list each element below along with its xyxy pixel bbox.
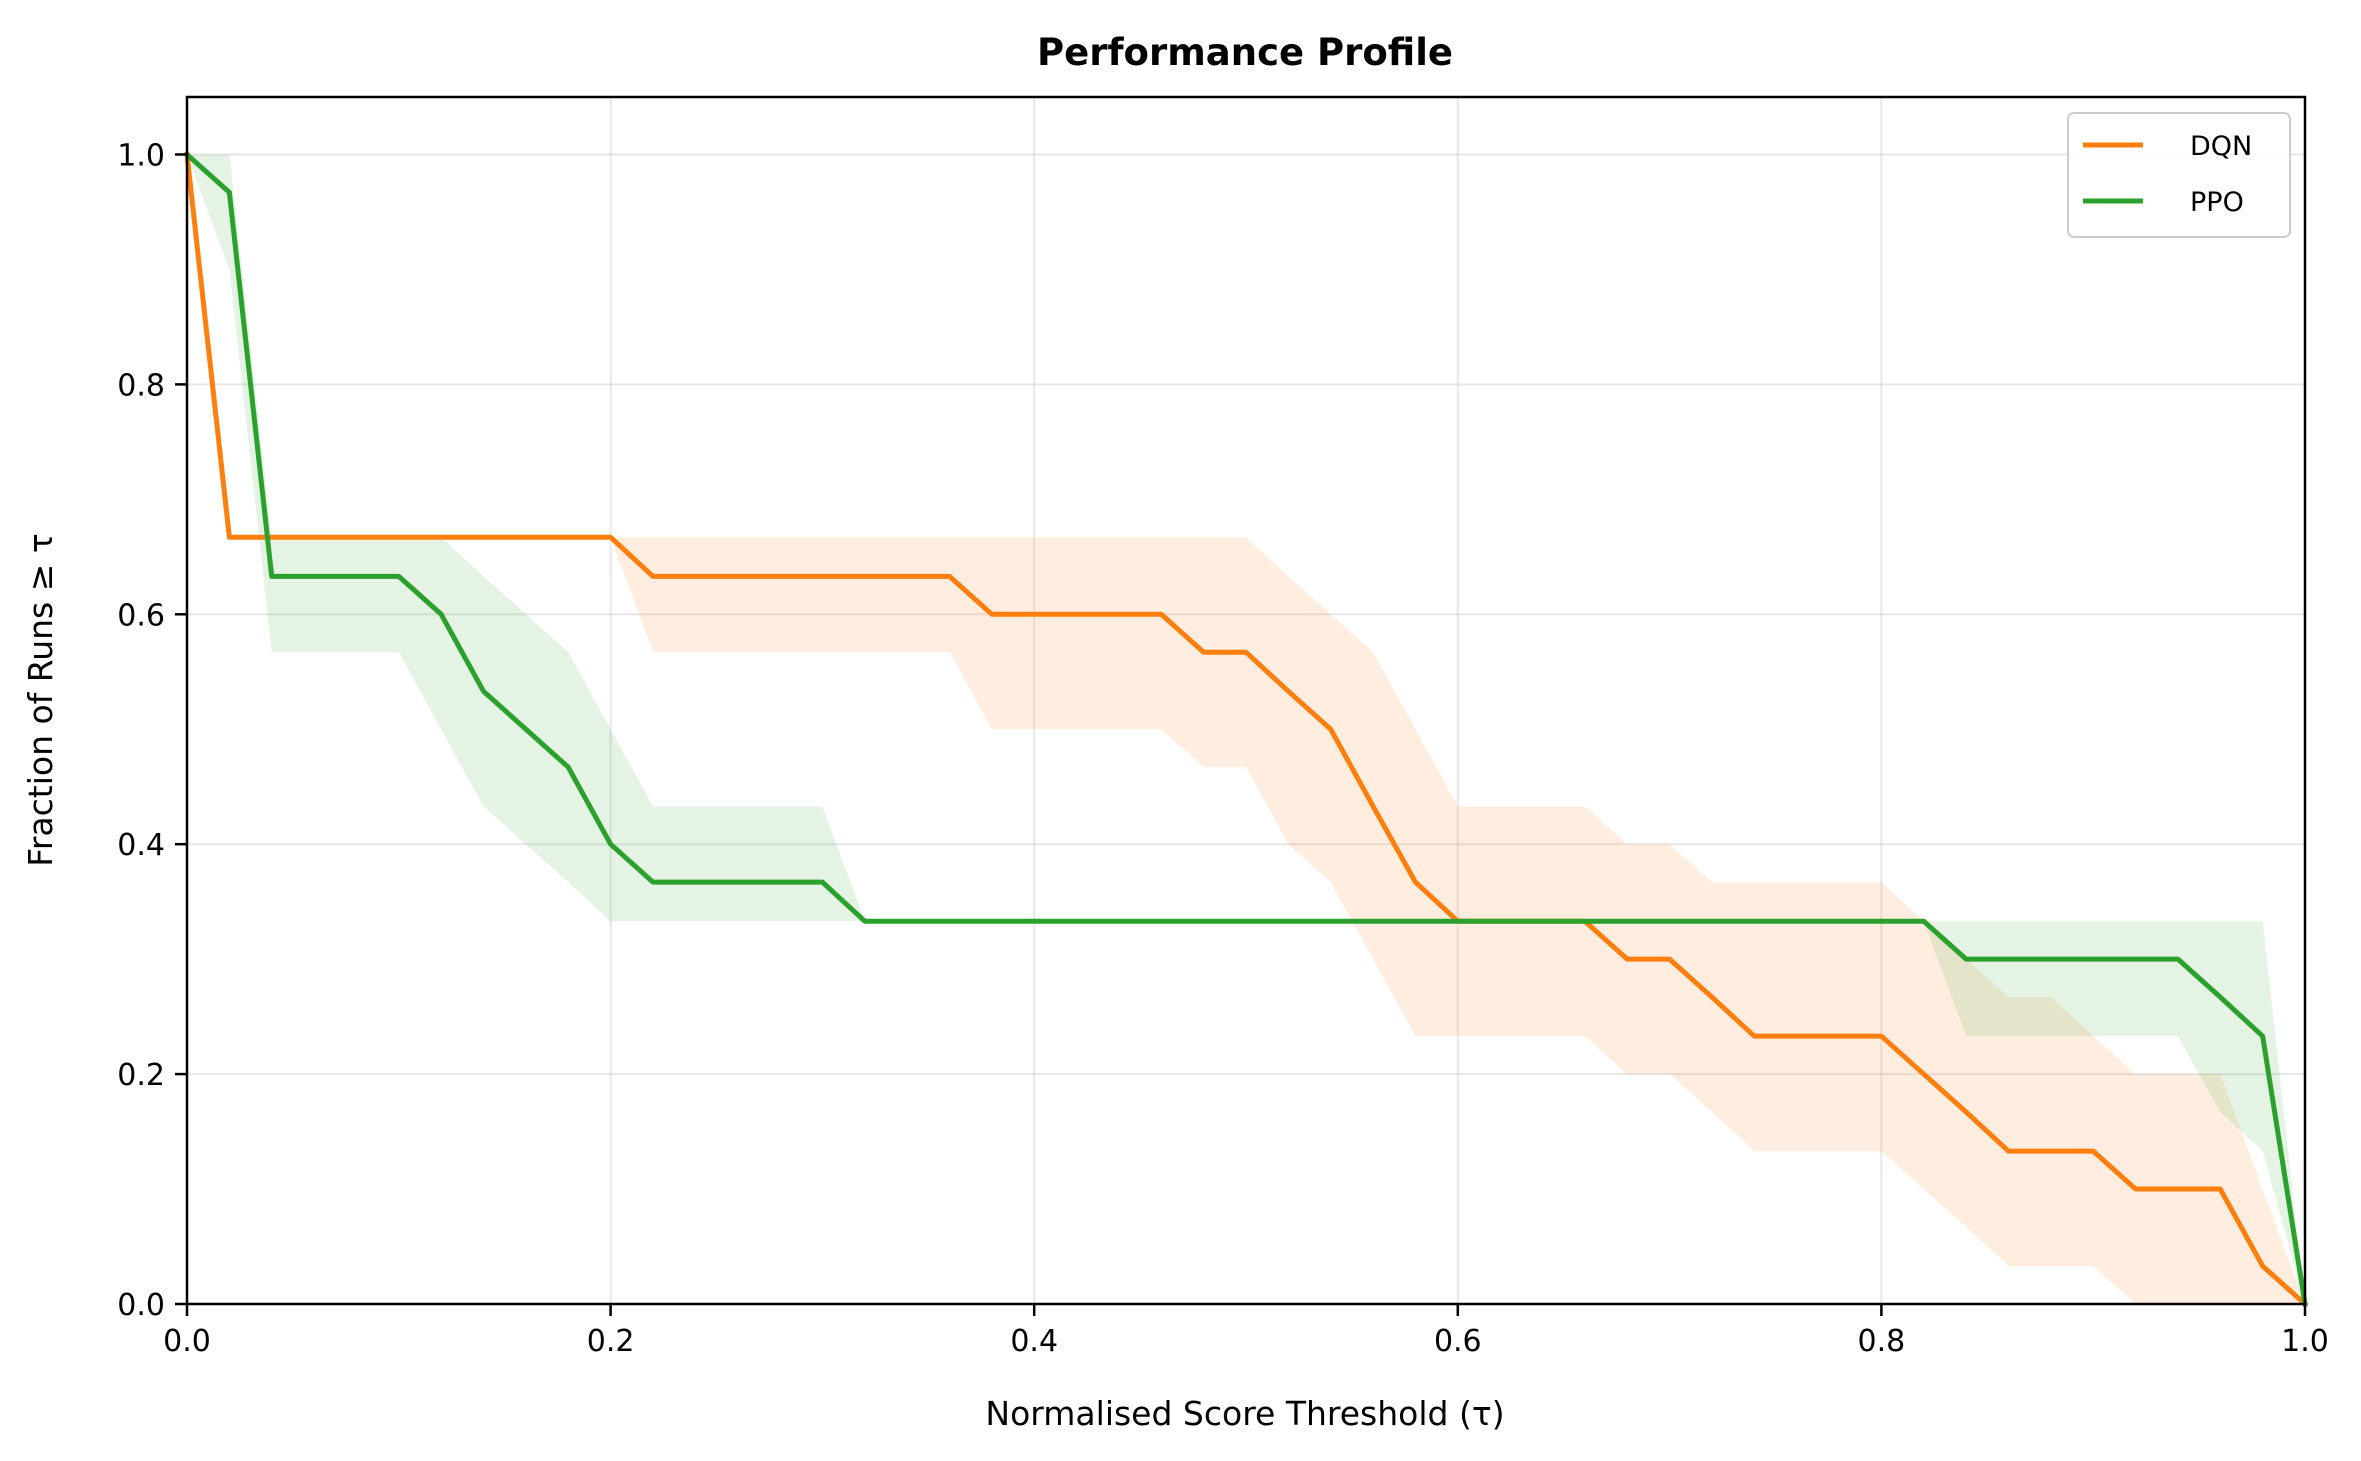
x-axis-ticks: 0.0 0.2 0.4 0.6 0.8 1.0	[163, 1304, 2329, 1359]
legend-label-ppo: PPO	[2190, 187, 2244, 218]
series-line-dqn	[184, 151, 2309, 1308]
y-tick-label: 0.0	[117, 1288, 165, 1323]
y-tick-label: 0.4	[117, 828, 165, 863]
band-dqn	[187, 154, 2305, 1304]
y-tick-label: 0.2	[117, 1058, 165, 1093]
series-lines	[183, 150, 2309, 1308]
x-axis-label: Normalised Score Threshold (τ)	[985, 1394, 1504, 1433]
legend: DQN PPO	[2067, 112, 2291, 238]
chart-title: Performance Profile	[1037, 31, 1453, 74]
x-tick-label: 0.2	[587, 1324, 635, 1359]
confidence-bands	[187, 154, 2305, 1304]
band-ppo	[187, 154, 2305, 1304]
series-line-ppo	[183, 150, 2308, 1307]
y-axis-ticks: 0.0 0.2 0.4 0.6 0.8 1.0	[117, 138, 187, 1323]
x-tick-label: 0.0	[163, 1324, 211, 1359]
y-tick-label: 0.8	[117, 368, 165, 403]
y-tick-label: 0.6	[117, 598, 165, 633]
x-tick-label: 1.0	[2281, 1324, 2329, 1359]
y-axis-label: Fraction of Runs ≥ τ	[21, 533, 60, 866]
x-tick-label: 0.6	[1434, 1324, 1482, 1359]
plot-frame	[185, 95, 2307, 1306]
legend-label-dqn: DQN	[2190, 131, 2252, 162]
x-tick-label: 0.8	[1858, 1324, 1906, 1359]
x-tick-label: 0.4	[1010, 1324, 1058, 1359]
y-tick-label: 1.0	[117, 138, 165, 173]
legend-box	[2067, 112, 2291, 238]
